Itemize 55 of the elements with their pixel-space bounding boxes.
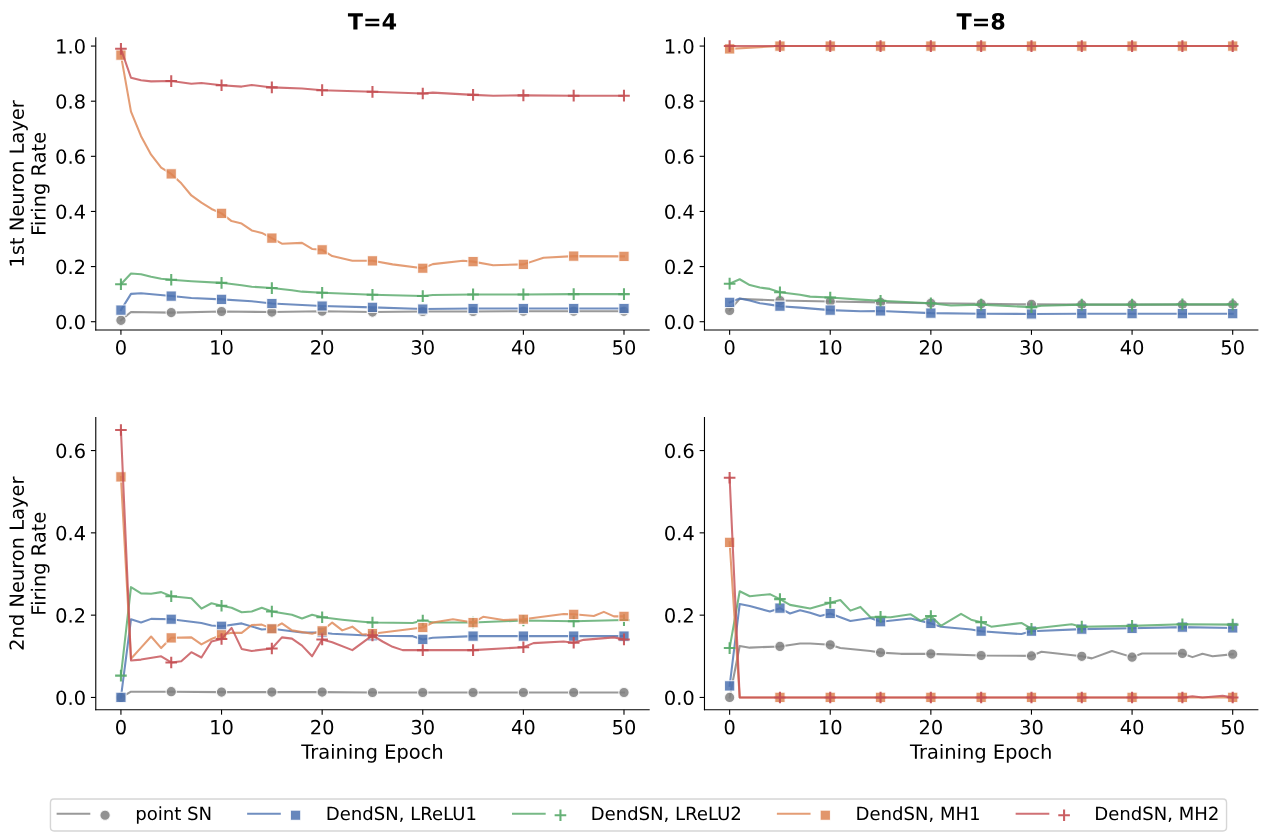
x-tick-label: 0 [724, 340, 735, 355]
x-tick-label: 30 [411, 719, 434, 735]
y-tick-label: 0.2 [665, 608, 693, 623]
y-tick-label: 0.6 [665, 443, 694, 459]
chart-title: T=4 [347, 13, 397, 30]
x-tick-label: 10 [211, 719, 233, 735]
x-tick-label: 30 [411, 340, 434, 355]
x-tick-label: 0 [116, 719, 126, 735]
x-tick-label: 20 [919, 719, 942, 735]
x-axis-title: Training Epoch [909, 743, 1051, 763]
x-tick-label: 50 [613, 340, 636, 355]
x-tick-label: 50 [613, 719, 636, 735]
x-tick-label: 20 [311, 340, 334, 355]
x-tick-label: 20 [311, 719, 334, 735]
y-tick-label: 0.4 [56, 204, 85, 220]
y-tick-label: 0.6 [56, 149, 85, 164]
x-tick-label: 50 [1221, 719, 1244, 735]
x-tick-label: 10 [211, 340, 233, 355]
legend-label: DendSN, MH2 [1096, 806, 1218, 823]
x-tick-label: 0 [724, 719, 735, 735]
x-tick-label: 30 [1020, 340, 1043, 355]
legend-label: DendSN, LReLU2 [592, 806, 740, 823]
y-tick-label: 0.4 [665, 204, 694, 220]
y-tick-label: 0.8 [56, 94, 85, 109]
y-tick-label: 0.0 [665, 690, 694, 706]
x-axis-title: Training Epoch [301, 743, 443, 763]
x-tick-label: 30 [1020, 719, 1043, 735]
chart-title: T=8 [956, 12, 1005, 30]
x-tick-label: 40 [511, 340, 535, 355]
y-tick-label: 0.6 [56, 443, 85, 459]
x-tick-label: 10 [820, 340, 842, 355]
legend-label: DendSN, MH1 [857, 806, 979, 823]
y-tick-label: 0.6 [665, 149, 694, 164]
y-axis-title: 1st Neuron Layer Firing Rate [9, 100, 50, 266]
y-tick-label: 0.0 [56, 690, 85, 706]
x-tick-label: 40 [511, 719, 535, 735]
y-tick-label: 0.2 [665, 259, 693, 275]
y-tick-label: 1.0 [57, 39, 85, 54]
y-tick-label: 0.4 [665, 525, 694, 541]
y-tick-label: 0.0 [665, 314, 694, 330]
y-tick-label: 0.4 [56, 525, 85, 541]
y-tick-label: 0.8 [665, 94, 694, 109]
legend-label: DendSN, LReLU1 [327, 806, 476, 823]
x-tick-label: 50 [1221, 340, 1244, 355]
y-tick-label: 1.0 [665, 39, 694, 54]
y-tick-label: 0.0 [56, 314, 85, 330]
x-tick-label: 0 [116, 340, 126, 355]
x-tick-label: 40 [1120, 719, 1144, 735]
y-tick-label: 0.2 [56, 608, 85, 623]
x-tick-label: 40 [1120, 340, 1144, 355]
x-tick-label: 20 [919, 340, 942, 355]
x-tick-label: 10 [820, 719, 842, 735]
legend-label: point SN [136, 806, 211, 824]
y-axis-title: 2nd Neuron Layer Firing Rate [8, 476, 50, 650]
y-tick-label: 0.2 [56, 259, 85, 275]
